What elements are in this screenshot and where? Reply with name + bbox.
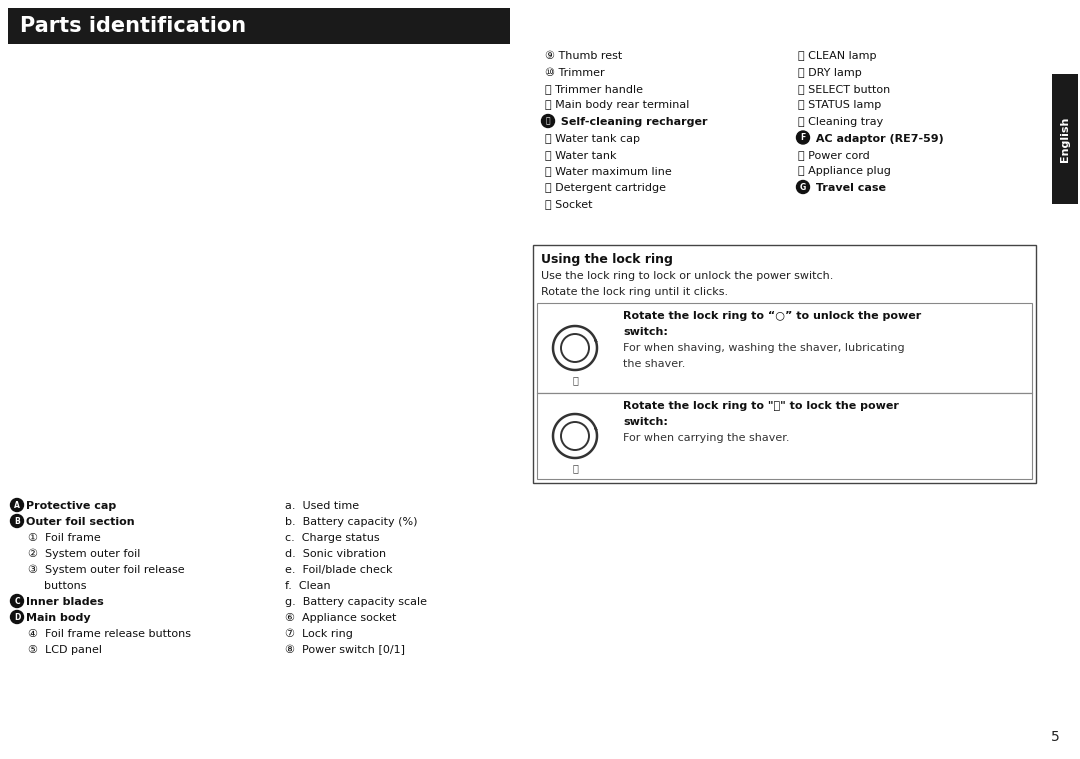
Text: ⑪ Trimmer handle: ⑪ Trimmer handle bbox=[545, 84, 643, 94]
Text: For when shaving, washing the shaver, lubricating: For when shaving, washing the shaver, lu… bbox=[623, 343, 905, 353]
Text: ⑥  Appliance socket: ⑥ Appliance socket bbox=[285, 613, 396, 623]
Text: ⑱ CLEAN lamp: ⑱ CLEAN lamp bbox=[798, 51, 877, 61]
Text: ⓔ: ⓔ bbox=[545, 116, 551, 125]
Text: ⑯ Detergent cartridge: ⑯ Detergent cartridge bbox=[545, 183, 666, 193]
Text: AC adaptor (RE7-59): AC adaptor (RE7-59) bbox=[812, 134, 944, 143]
Text: C: C bbox=[14, 597, 19, 606]
Text: Rotate the lock ring to "🔒" to lock the power: Rotate the lock ring to "🔒" to lock the … bbox=[623, 401, 899, 411]
Circle shape bbox=[11, 610, 24, 623]
Text: switch:: switch: bbox=[623, 417, 667, 427]
Text: ⑧  Power switch [0/1]: ⑧ Power switch [0/1] bbox=[285, 645, 405, 655]
Bar bbox=[8, 8, 510, 44]
Text: ⑦  Lock ring: ⑦ Lock ring bbox=[285, 629, 353, 639]
Circle shape bbox=[11, 515, 24, 528]
Text: a.  Used time: a. Used time bbox=[285, 501, 360, 511]
Text: Main body: Main body bbox=[26, 613, 91, 623]
Text: ⑵ Cleaning tray: ⑵ Cleaning tray bbox=[798, 117, 883, 127]
Text: c.  Charge status: c. Charge status bbox=[285, 533, 380, 543]
Circle shape bbox=[11, 499, 24, 512]
Text: ①  Foil frame: ① Foil frame bbox=[28, 533, 100, 543]
Text: ⑤  LCD panel: ⑤ LCD panel bbox=[28, 645, 102, 655]
Text: Protective cap: Protective cap bbox=[26, 501, 117, 511]
Text: Rotate the lock ring to “○” to unlock the power: Rotate the lock ring to “○” to unlock th… bbox=[623, 311, 921, 321]
Text: 🔓: 🔓 bbox=[572, 375, 578, 385]
Text: e.  Foil/blade check: e. Foil/blade check bbox=[285, 565, 392, 575]
Text: ⑰ Socket: ⑰ Socket bbox=[545, 200, 593, 209]
Text: f.  Clean: f. Clean bbox=[285, 581, 330, 591]
Text: Use the lock ring to lock or unlock the power switch.: Use the lock ring to lock or unlock the … bbox=[541, 271, 834, 281]
Text: ⑭ Water tank: ⑭ Water tank bbox=[545, 150, 617, 160]
Text: ⑩ Trimmer: ⑩ Trimmer bbox=[545, 68, 605, 77]
Text: 5: 5 bbox=[1051, 730, 1059, 744]
Text: buttons: buttons bbox=[44, 581, 86, 591]
Text: ⑶ Power cord: ⑶ Power cord bbox=[798, 150, 869, 160]
Circle shape bbox=[11, 594, 24, 607]
Text: English: English bbox=[1059, 116, 1070, 162]
Text: F: F bbox=[800, 133, 806, 142]
Text: ③  System outer foil release: ③ System outer foil release bbox=[28, 565, 185, 575]
Text: ⑲ DRY lamp: ⑲ DRY lamp bbox=[798, 68, 862, 77]
Text: Inner blades: Inner blades bbox=[26, 597, 104, 607]
Text: Self-cleaning recharger: Self-cleaning recharger bbox=[557, 117, 707, 127]
Bar bbox=[534, 245, 1036, 483]
Text: ⑴ STATUS lamp: ⑴ STATUS lamp bbox=[798, 100, 881, 111]
Text: A: A bbox=[14, 500, 19, 509]
Text: Travel case: Travel case bbox=[812, 183, 886, 193]
Bar bbox=[537, 393, 1032, 479]
Text: ⑮ Water maximum line: ⑮ Water maximum line bbox=[545, 166, 672, 177]
Text: d.  Sonic vibration: d. Sonic vibration bbox=[285, 549, 387, 559]
Text: ⑷ Appliance plug: ⑷ Appliance plug bbox=[798, 166, 891, 177]
Circle shape bbox=[797, 181, 810, 194]
Text: Outer foil section: Outer foil section bbox=[26, 517, 135, 527]
Text: ②  System outer foil: ② System outer foil bbox=[28, 549, 140, 559]
Text: the shaver.: the shaver. bbox=[623, 359, 686, 369]
Text: D: D bbox=[14, 613, 21, 622]
Text: ⑳ SELECT button: ⑳ SELECT button bbox=[798, 84, 890, 94]
Text: Using the lock ring: Using the lock ring bbox=[541, 253, 673, 266]
Text: Rotate the lock ring until it clicks.: Rotate the lock ring until it clicks. bbox=[541, 287, 728, 297]
Text: b.  Battery capacity (%): b. Battery capacity (%) bbox=[285, 517, 418, 527]
Text: ⑫ Main body rear terminal: ⑫ Main body rear terminal bbox=[545, 100, 689, 111]
Circle shape bbox=[541, 115, 554, 128]
Bar bbox=[537, 303, 1032, 393]
Text: ⑨ Thumb rest: ⑨ Thumb rest bbox=[545, 51, 622, 61]
Text: ④  Foil frame release buttons: ④ Foil frame release buttons bbox=[28, 629, 191, 639]
Text: g.  Battery capacity scale: g. Battery capacity scale bbox=[285, 597, 427, 607]
Text: switch:: switch: bbox=[623, 327, 667, 337]
Text: G: G bbox=[800, 182, 806, 191]
Text: For when carrying the shaver.: For when carrying the shaver. bbox=[623, 433, 789, 443]
Text: 🔒: 🔒 bbox=[572, 463, 578, 473]
Circle shape bbox=[797, 131, 810, 144]
Bar bbox=[1052, 74, 1078, 204]
Text: ⑬ Water tank cap: ⑬ Water tank cap bbox=[545, 134, 640, 143]
Text: B: B bbox=[14, 517, 19, 525]
Text: Parts identification: Parts identification bbox=[21, 16, 246, 36]
